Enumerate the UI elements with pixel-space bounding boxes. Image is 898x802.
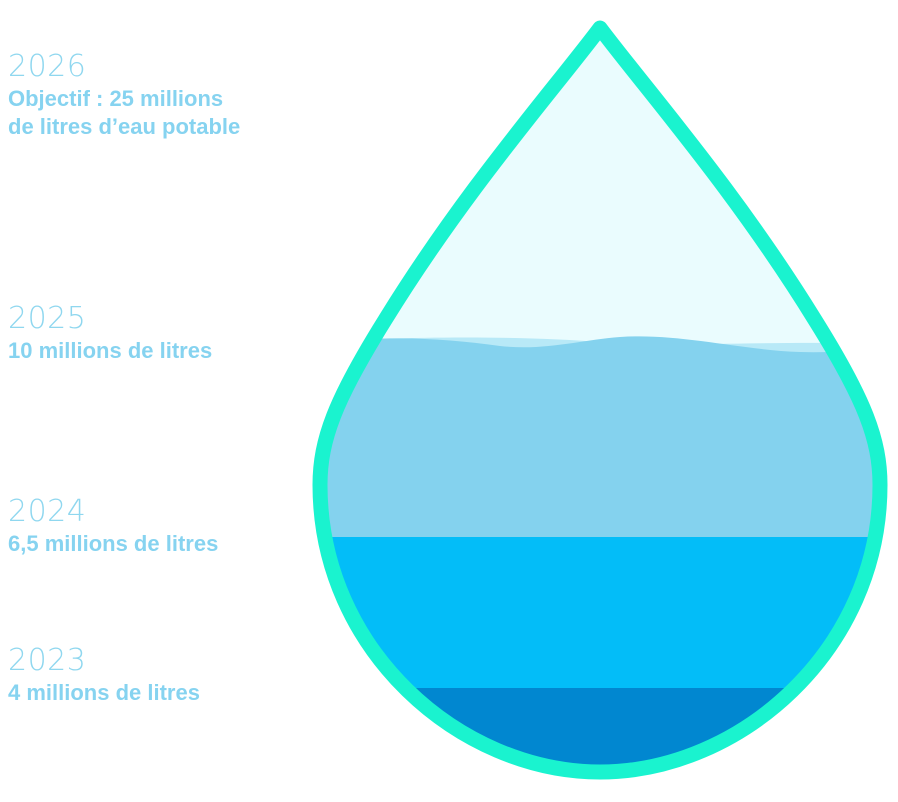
- caption-2025: 10 millions de litres: [8, 338, 213, 363]
- year-label-2026: 2026: [8, 49, 87, 84]
- caption-2023: 4 millions de litres: [8, 680, 200, 705]
- water-layer-2023: [320, 688, 880, 772]
- milestone-2025: 2025 10 millions de litres: [8, 301, 212, 365]
- milestone-2026: 2026 Objectif : 25 millions de litres d’…: [8, 49, 240, 141]
- caption-2026: Objectif : 25 millions de litres d’eau p…: [8, 86, 241, 139]
- caption-2024: 6,5 millions de litres: [8, 531, 219, 556]
- milestone-2024: 2024 6,5 millions de litres: [8, 494, 218, 558]
- water-layer-2025: [320, 336, 880, 540]
- drop-outline: [312, 20, 888, 780]
- milestone-2023: 2023 4 millions de litres: [8, 643, 200, 707]
- year-label-2024: 2024: [8, 494, 87, 529]
- water-layer-2024: [320, 537, 880, 692]
- year-label-2023: 2023: [8, 643, 87, 678]
- year-label-2025: 2025: [8, 301, 87, 336]
